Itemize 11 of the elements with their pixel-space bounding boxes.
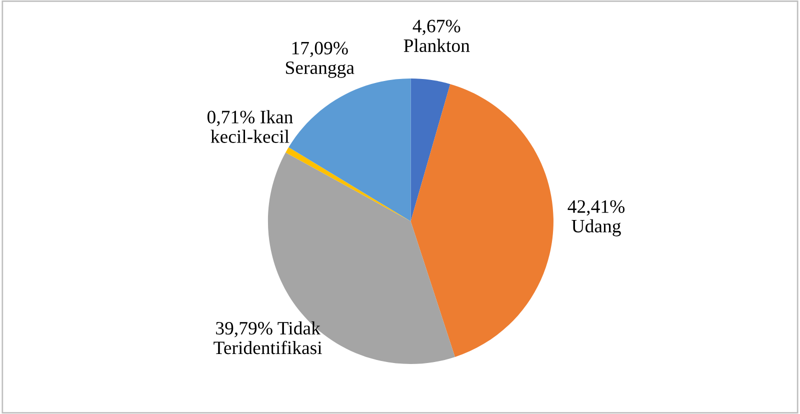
slice-label: 0,71% Ikan kecil-kecil xyxy=(207,110,293,143)
slice-label: 39,79% Tidak Teridentifikasi xyxy=(214,321,322,354)
slice-label: Udang xyxy=(572,219,621,236)
pie-slice xyxy=(410,84,554,357)
data-label: 42,41% xyxy=(568,200,625,216)
data-label: 4,67% xyxy=(412,20,460,36)
data-label: 17,09% xyxy=(292,42,348,58)
pie-slice xyxy=(410,78,450,222)
slice-label: Plankton xyxy=(404,38,470,52)
pie-slice xyxy=(286,147,411,222)
slice-label: Serangga xyxy=(286,61,354,78)
